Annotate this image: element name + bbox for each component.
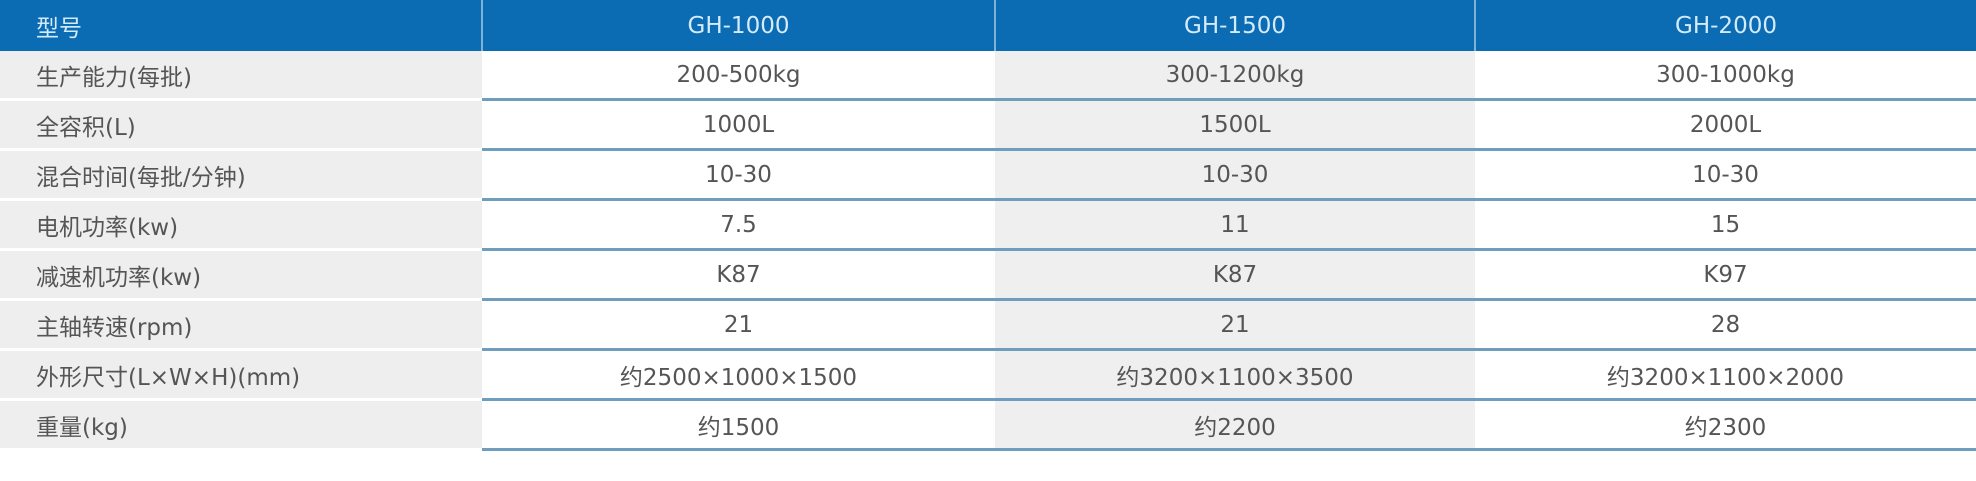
- header-label: 型号: [0, 0, 483, 51]
- table-row: 电机功率(kw) 7.5 11 15: [0, 199, 1976, 251]
- spec-value: 约3200×1100×2000: [1475, 349, 1976, 401]
- spec-value: 200-500kg: [482, 51, 995, 101]
- spec-value: K87: [995, 249, 1475, 301]
- row-label: 重量(kg): [0, 399, 482, 451]
- spec-value: 10-30: [995, 149, 1475, 201]
- spec-value: 约2500×1000×1500: [482, 349, 995, 401]
- table-row: 混合时间(每批/分钟) 10-30 10-30 10-30: [0, 149, 1976, 201]
- spec-value: 300-1200kg: [995, 51, 1475, 101]
- spec-value: 10-30: [1475, 149, 1976, 201]
- row-label: 外形尺寸(L×W×H)(mm): [0, 349, 482, 401]
- spec-value: 300-1000kg: [1475, 51, 1976, 101]
- spec-value: 7.5: [482, 199, 995, 251]
- model-header: GH-1500: [995, 0, 1476, 51]
- spec-value: 1500L: [995, 99, 1475, 151]
- row-label: 全容积(L): [0, 99, 482, 151]
- spec-value: 约2200: [995, 399, 1475, 451]
- row-label: 混合时间(每批/分钟): [0, 149, 482, 201]
- row-label: 生产能力(每批): [0, 51, 482, 101]
- spec-value: 约3200×1100×3500: [995, 349, 1475, 401]
- spec-table: 型号 GH-1000 GH-1500 GH-2000 生产能力(每批) 200-5…: [0, 0, 1976, 451]
- table-row: 外形尺寸(L×W×H)(mm) 约2500×1000×1500 约3200×1100…: [0, 349, 1976, 401]
- spec-value: 28: [1475, 299, 1976, 351]
- row-label: 电机功率(kw): [0, 199, 482, 251]
- table-row: 重量(kg) 约1500 约2200 约2300: [0, 399, 1976, 451]
- model-header: GH-2000: [1475, 0, 1976, 51]
- table-row: 全容积(L) 1000L 1500L 2000L: [0, 99, 1976, 151]
- spec-value: K87: [482, 249, 995, 301]
- spec-value: 21: [482, 299, 995, 351]
- row-label: 减速机功率(kw): [0, 249, 482, 301]
- spec-value: 2000L: [1475, 99, 1976, 151]
- spec-value: 10-30: [482, 149, 995, 201]
- spec-value: 11: [995, 199, 1475, 251]
- header-row: 型号 GH-1000 GH-1500 GH-2000: [0, 0, 1976, 51]
- spec-value: 15: [1475, 199, 1976, 251]
- table-row: 主轴转速(rpm) 21 21 28: [0, 299, 1976, 351]
- model-header: GH-1000: [482, 0, 996, 51]
- spec-value: 1000L: [482, 99, 995, 151]
- spec-value: 21: [995, 299, 1475, 351]
- table-row: 减速机功率(kw) K87 K87 K97: [0, 249, 1976, 301]
- spec-value: 约2300: [1475, 399, 1976, 451]
- row-label: 主轴转速(rpm): [0, 299, 482, 351]
- spec-value: K97: [1475, 249, 1976, 301]
- spec-value: 约1500: [482, 399, 995, 451]
- table-row: 生产能力(每批) 200-500kg 300-1200kg 300-1000kg: [0, 51, 1976, 101]
